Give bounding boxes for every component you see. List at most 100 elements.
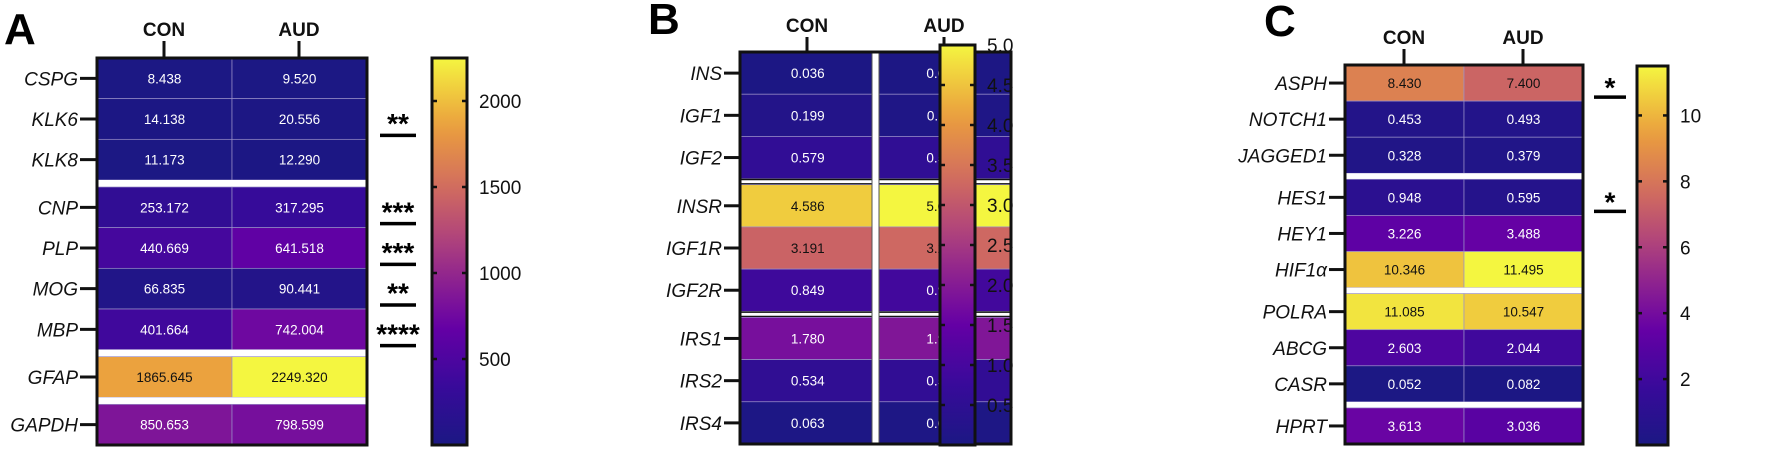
gene-label: INS (690, 64, 722, 85)
cell-value: 14.138 (144, 112, 185, 127)
cell-value: 8.438 (148, 71, 182, 86)
heatmap-cell (231, 267, 368, 310)
column-label: CON (1383, 28, 1425, 49)
heatmap-cell (1463, 64, 1584, 102)
panel-A: A CON AUD 8.438 9.520 CSPG 14.138 20.556 KLK6 ** 1… (4, 5, 521, 447)
gene-label: HES1 (1277, 188, 1327, 209)
gene-label: IRS2 (680, 372, 723, 393)
cell-value: 0.849 (791, 283, 825, 298)
colorbar-tick-label: 1000 (479, 264, 521, 285)
cell-value: 0.063 (791, 416, 825, 431)
cell-value: 2249.320 (271, 370, 327, 385)
heatmap-cell (1463, 136, 1584, 174)
heatmap-cell (1344, 293, 1465, 331)
colorbar-tick-label: 3.0 (987, 196, 1013, 217)
colorbar (938, 43, 977, 447)
column-label: CON (786, 16, 828, 37)
gene-label: HEY1 (1277, 224, 1327, 245)
cell-value: 66.835 (144, 282, 185, 297)
colorbar (430, 56, 469, 447)
cell-value: 20.556 (279, 112, 320, 127)
cell-value: 10.547 (1503, 305, 1544, 320)
gene-label: INSR (677, 197, 723, 218)
colorbar-tick-label: 2 (1680, 370, 1691, 391)
gene-label: HPRT (1276, 417, 1329, 438)
gene-label: NOTCH1 (1249, 110, 1327, 131)
colorbar-tick-label: 3.5 (987, 156, 1013, 177)
gene-label: IGF1R (666, 239, 722, 260)
cell-value: 440.669 (140, 241, 189, 256)
colorbar-tick-label: 2.5 (987, 236, 1013, 257)
gene-label: GAPDH (10, 416, 78, 437)
gene-label: CSPG (24, 69, 78, 90)
gene-label: POLRA (1263, 303, 1327, 324)
gene-label: GFAP (28, 368, 79, 389)
heatmap-cell (96, 356, 233, 398)
colorbar-tick-label: 10 (1680, 106, 1701, 127)
cell-value: 0.082 (1507, 377, 1541, 392)
cell-value: 1.780 (791, 331, 825, 346)
cell-value: 0.948 (1388, 190, 1422, 205)
heatmap-cell (231, 98, 368, 140)
cell-value: 1865.645 (136, 370, 192, 385)
colorbar (1635, 64, 1670, 447)
cell-value: 641.518 (275, 241, 324, 256)
cell-value: 2.603 (1388, 341, 1422, 356)
cell-value: 2.044 (1507, 341, 1541, 356)
colorbar-tick-label: 500 (479, 350, 511, 371)
column-separator (872, 52, 879, 444)
cell-value: 12.290 (279, 153, 320, 168)
cell-value: 9.520 (283, 71, 317, 86)
gene-label: IRS4 (680, 414, 722, 435)
heatmap-cell (1344, 100, 1465, 138)
significance-stars: * (1605, 72, 1616, 103)
heatmap-cell (1344, 215, 1465, 252)
heatmap-cell (1344, 365, 1465, 403)
cell-value: 3.226 (1388, 226, 1422, 241)
gene-label: PLP (42, 239, 78, 260)
heatmap-cell (739, 316, 876, 360)
colorbar-tick-label: 1.0 (987, 356, 1013, 377)
gene-label: ASPH (1274, 74, 1327, 95)
colorbar-tick-label: 6 (1680, 238, 1691, 259)
heatmap-cell (1344, 178, 1465, 216)
gene-label: MOG (33, 280, 78, 301)
gene-label: KLK6 (32, 110, 79, 131)
group-separator (97, 349, 367, 357)
gene-label: HIF1α (1275, 261, 1328, 282)
cell-value: 850.653 (140, 418, 189, 433)
cell-value: 317.295 (275, 200, 324, 215)
cell-value: 0.579 (791, 151, 825, 166)
cell-value: 798.599 (275, 418, 324, 433)
heatmap-cell (231, 186, 368, 229)
significance-stars: ** (387, 278, 409, 309)
heatmap-cell (739, 401, 876, 445)
cell-value: 10.346 (1384, 263, 1425, 278)
heatmap-cell (96, 138, 233, 181)
colorbar-tick-label: 4.5 (987, 76, 1013, 97)
column-label: AUD (923, 16, 964, 37)
cell-value: 7.400 (1507, 76, 1541, 91)
cell-value: 0.328 (1388, 148, 1422, 163)
column-label: AUD (1502, 28, 1543, 49)
cell-value: 0.379 (1507, 148, 1541, 163)
cell-value: 4.586 (791, 199, 825, 214)
gene-label: IGF2R (666, 281, 722, 302)
heatmap-cell (231, 138, 368, 181)
cell-value: 3.191 (791, 241, 825, 256)
group-separator (1345, 173, 1583, 180)
column-label: AUD (278, 20, 319, 41)
cell-value: 0.199 (791, 108, 825, 123)
colorbar-tick-label: 2.0 (987, 276, 1013, 297)
heatmap-cell (96, 98, 233, 140)
cell-value: 8.430 (1388, 76, 1422, 91)
cell-value: 11.495 (1503, 263, 1543, 278)
cell-value: 0.453 (1388, 112, 1422, 127)
column-label: CON (143, 20, 185, 41)
heatmap-cell (739, 226, 876, 270)
group-separator (97, 397, 367, 405)
significance-stars: * (1605, 186, 1616, 217)
heatmap-cell (231, 227, 368, 269)
cell-value: 3.036 (1507, 419, 1541, 434)
colorbar-tick-label: 8 (1680, 172, 1691, 193)
